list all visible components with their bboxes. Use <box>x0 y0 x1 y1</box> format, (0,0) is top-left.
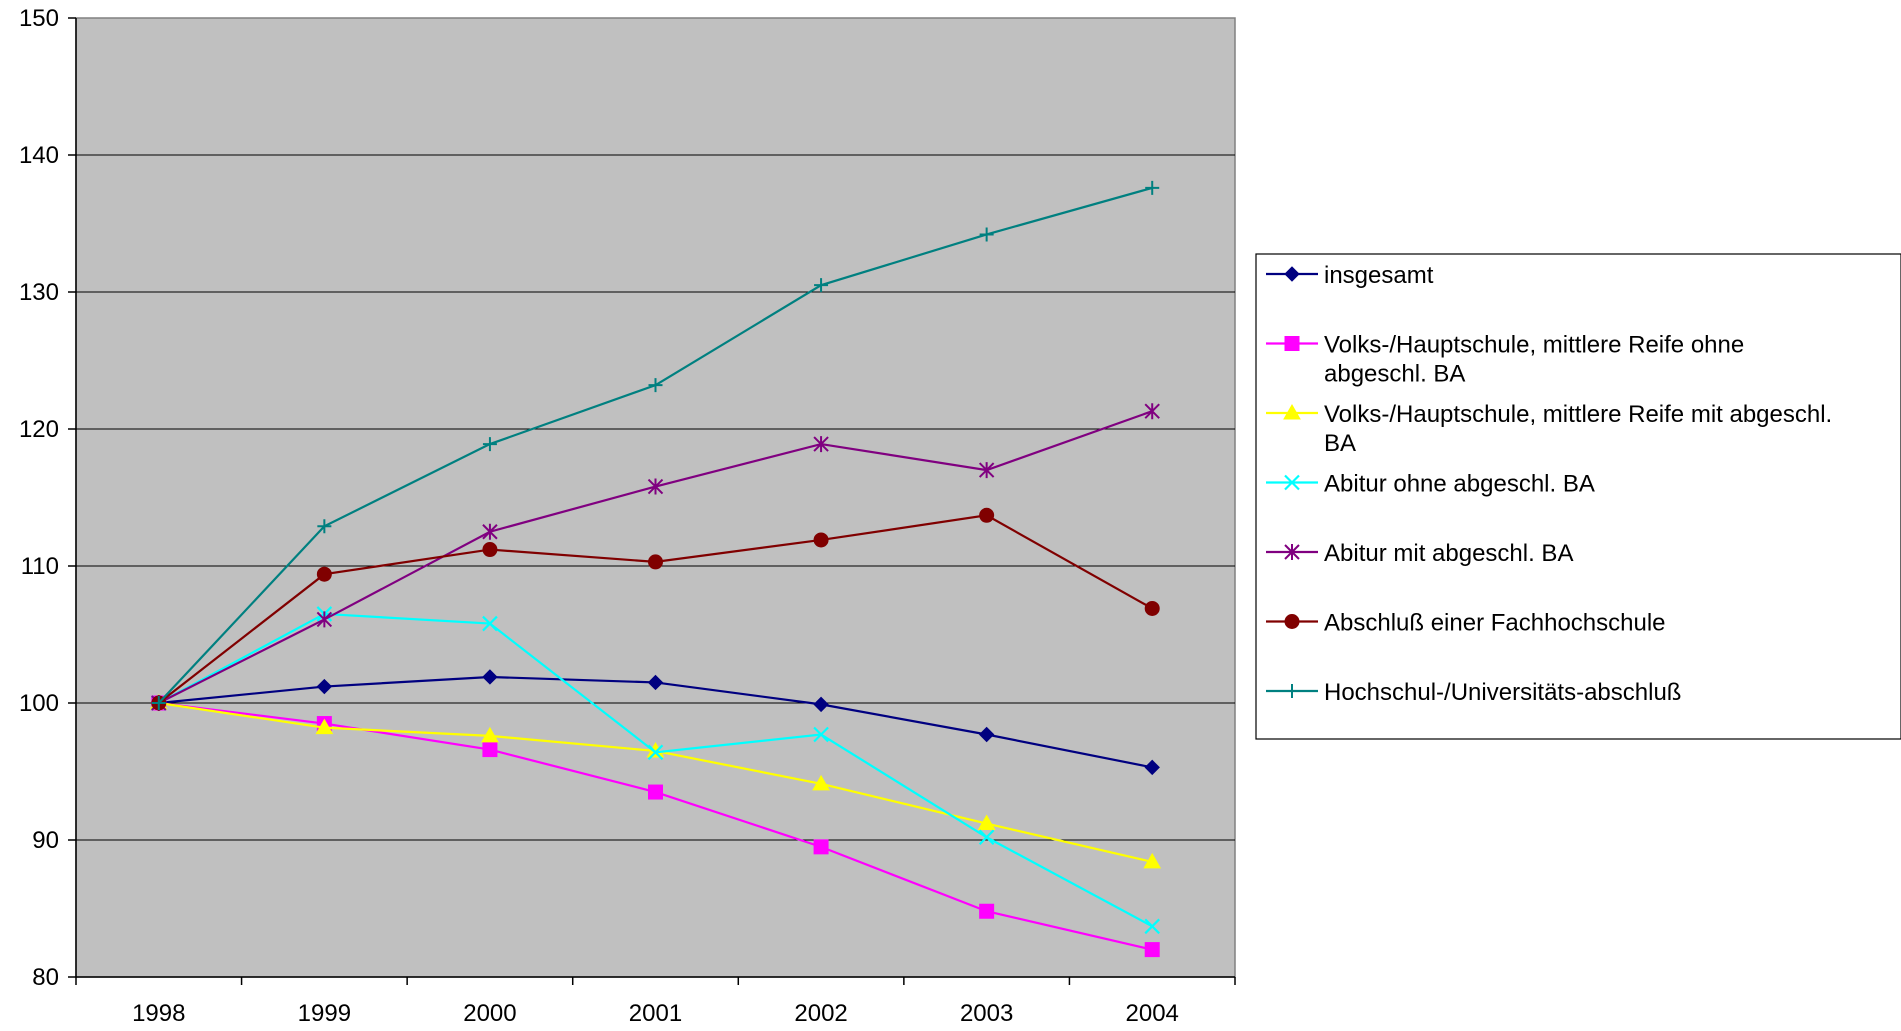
data-point <box>813 696 829 713</box>
data-point <box>316 678 333 695</box>
legend-label: BA <box>1324 430 1356 457</box>
data-point <box>317 519 332 534</box>
data-point <box>978 829 995 846</box>
legend-marker <box>1283 403 1301 420</box>
legend-item: Abitur mit abgeschl. BA <box>1266 540 1573 567</box>
data-point <box>979 507 995 523</box>
data-point <box>1145 180 1160 195</box>
legend-label: Volks-/Hauptschule, mittlere Reife ohne <box>1324 332 1744 359</box>
legend-label: insgesamt <box>1324 262 1434 289</box>
plot-area <box>75 17 1236 978</box>
x-tick-label: 2003 <box>960 1000 1013 1027</box>
data-point <box>151 696 166 710</box>
data-point <box>977 814 996 831</box>
data-point <box>482 742 498 758</box>
legend-item: Volks-/Hauptschule, mittlere Reife ohnea… <box>1266 332 1744 388</box>
data-point <box>482 615 498 632</box>
y-tick-label: 80 <box>32 964 59 991</box>
data-point <box>1144 600 1160 616</box>
data-point <box>316 611 333 628</box>
data-point <box>978 462 995 479</box>
x-tick-label: 1999 <box>298 1000 351 1027</box>
y-tick-label: 110 <box>21 553 59 580</box>
legend-marker <box>1284 336 1300 351</box>
legend: insgesamt Volks-/Hauptschule, mittlere Re… <box>1255 253 1901 740</box>
data-point <box>1144 759 1160 776</box>
y-tick-label: 150 <box>19 5 59 32</box>
y-tick-label: 120 <box>19 416 59 443</box>
data-point <box>482 523 498 540</box>
data-point <box>813 532 829 548</box>
data-point <box>482 437 497 452</box>
x-tick-label: 2004 <box>1126 1000 1179 1027</box>
data-point <box>647 744 664 761</box>
data-point <box>482 669 498 685</box>
x-tick-label: 2001 <box>629 1000 682 1027</box>
legend-item: Volks-/Hauptschule, mittlere Reife mit a… <box>1266 401 1832 457</box>
legend-item: Abschluß einer Fachhochschule <box>1266 610 1666 637</box>
y-tick-label: 140 <box>19 142 59 169</box>
legend-label: Abschluß einer Fachhochschule <box>1324 610 1666 637</box>
legend-label: Abitur ohne abgeschl. BA <box>1324 471 1595 498</box>
data-point <box>1144 918 1160 935</box>
data-point <box>979 903 995 919</box>
data-point <box>648 378 663 393</box>
data-point <box>813 436 829 453</box>
series-6 <box>151 180 1160 710</box>
legend-item: insgesamt <box>1266 262 1434 289</box>
data-point <box>814 278 829 293</box>
data-point <box>316 566 332 582</box>
data-point <box>481 726 499 743</box>
data-point <box>647 674 664 691</box>
legend-box <box>1255 253 1901 740</box>
series-lines <box>149 180 1162 958</box>
data-point <box>813 726 829 743</box>
data-point <box>812 774 830 791</box>
data-point <box>1143 852 1162 869</box>
legend-marker <box>1285 684 1299 698</box>
legend-label: abgeschl. BA <box>1324 361 1465 388</box>
legend-label: Abitur mit abgeschl. BA <box>1324 540 1573 567</box>
legend-label: Volks-/Hauptschule, mittlere Reife mit a… <box>1324 401 1832 428</box>
legend-marker <box>1284 614 1300 629</box>
data-point <box>813 839 829 855</box>
y-tick-label: 130 <box>19 279 59 306</box>
x-tick-label: 2000 <box>463 1000 516 1027</box>
data-point <box>647 478 664 495</box>
data-point <box>1144 403 1160 420</box>
data-point <box>482 542 498 558</box>
axes: 80 90 100 110 120 130 140 150 1998 1999 2000 2001 20… <box>19 5 1236 1027</box>
x-tick-label: 1998 <box>132 1000 185 1027</box>
data-point <box>978 726 995 743</box>
data-point <box>315 718 334 735</box>
legend-item: Abitur ohne abgeschl. BA <box>1266 471 1595 498</box>
x-tick-label: 2002 <box>794 1000 847 1027</box>
legend-marker <box>1284 266 1300 282</box>
y-tick-label: 100 <box>19 690 59 717</box>
y-tick-label: 90 <box>32 827 59 854</box>
data-point <box>979 227 994 242</box>
data-point <box>648 784 663 800</box>
legend-label: Hochschul-/Universitäts-abschluß <box>1324 679 1681 706</box>
data-point <box>1144 942 1160 958</box>
legend-item: Hochschul-/Universitäts-abschluß <box>1266 679 1681 706</box>
legend-marker <box>1284 544 1300 560</box>
legend-marker <box>1284 474 1300 491</box>
data-point <box>648 554 663 570</box>
